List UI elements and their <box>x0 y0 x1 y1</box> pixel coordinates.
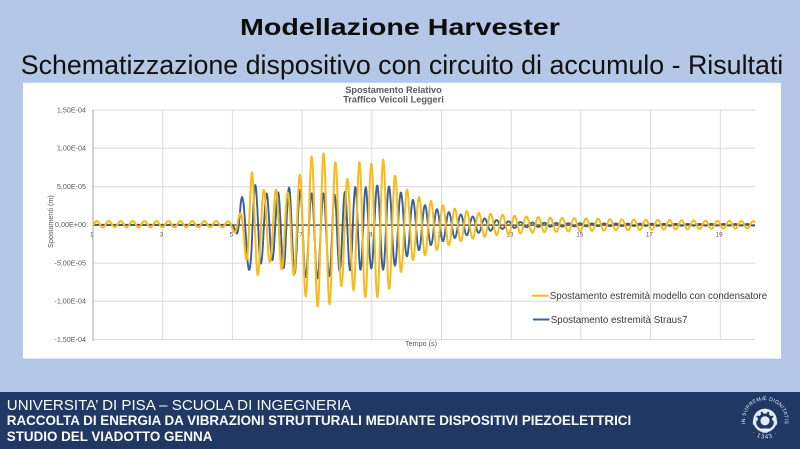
svg-text:-5,00E-05: -5,00E-05 <box>54 259 86 268</box>
svg-text:1,50E-04: 1,50E-04 <box>57 106 86 115</box>
svg-text:-1,50E-04: -1,50E-04 <box>54 335 86 344</box>
svg-text:3: 3 <box>160 231 164 238</box>
svg-text:Spostamento Relativo: Spostamento Relativo <box>345 85 442 95</box>
svg-text:7: 7 <box>299 231 303 238</box>
svg-text:· 1343 ·: · 1343 · <box>751 430 780 440</box>
svg-text:13: 13 <box>506 231 514 238</box>
svg-text:1,00E-04: 1,00E-04 <box>57 144 86 153</box>
svg-text:Tempo (s): Tempo (s) <box>405 339 437 348</box>
svg-text:15: 15 <box>576 231 584 238</box>
svg-text:Traffico Veicoli Leggeri: Traffico Veicoli Leggeri <box>343 95 444 105</box>
svg-text:9: 9 <box>369 231 373 238</box>
svg-text:Spostamento estremità Straus7: Spostamento estremità Straus7 <box>551 315 688 326</box>
svg-text:19: 19 <box>716 231 724 238</box>
svg-text:5: 5 <box>229 231 233 238</box>
svg-text:0,00E+00: 0,00E+00 <box>55 220 86 229</box>
svg-text:1: 1 <box>90 231 94 238</box>
svg-text:-1,00E-04: -1,00E-04 <box>54 297 86 306</box>
svg-text:5,00E-05: 5,00E-05 <box>57 182 86 191</box>
svg-text:Spostamento estremità modello: Spostamento estremità modello con conden… <box>550 291 767 302</box>
svg-text:17: 17 <box>646 231 654 238</box>
svg-text:Spostamenti (m): Spostamenti (m) <box>46 195 55 248</box>
